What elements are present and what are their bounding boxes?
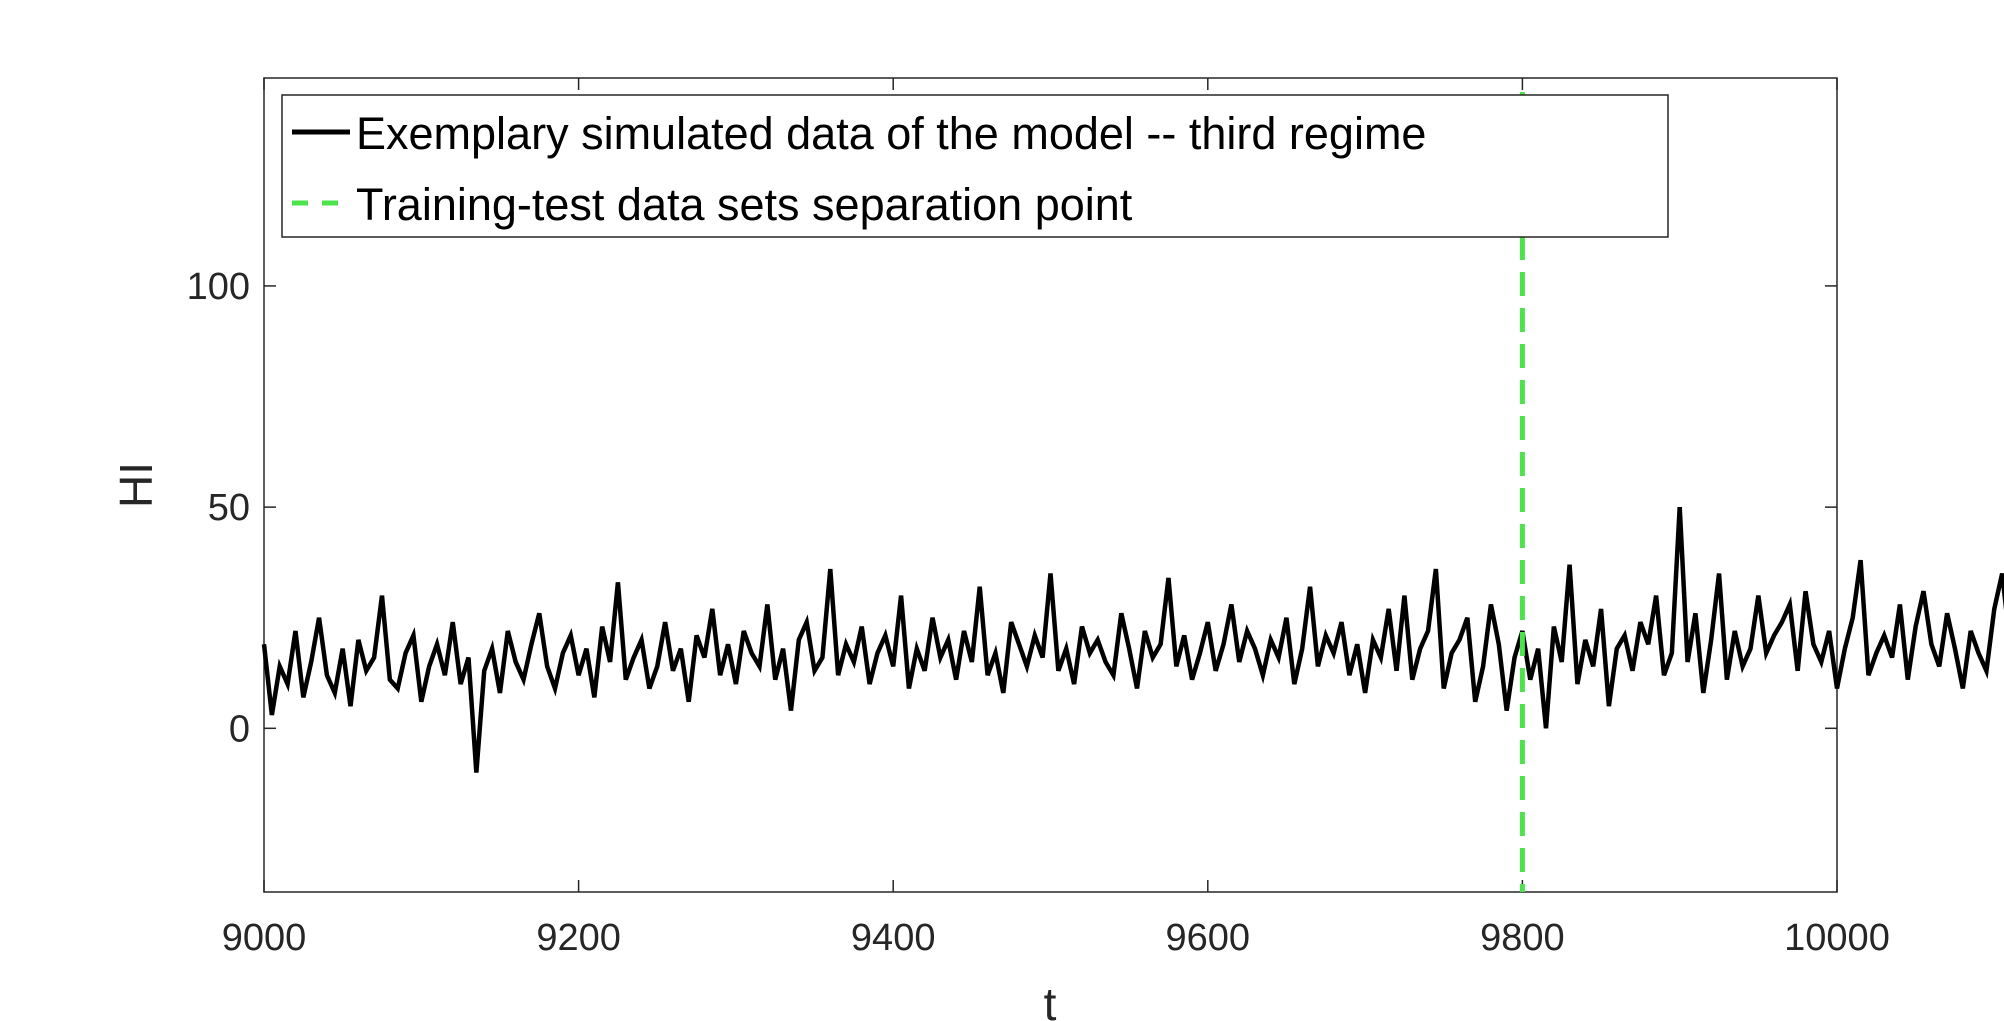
x-tick-label: 10000 <box>1784 917 1890 959</box>
legend-box <box>281 94 1669 238</box>
y-tick-label: 0 <box>229 708 250 750</box>
series-layer <box>261 92 2004 892</box>
axis-ticks: 9000 9200 9400 9600 9800 10000 0 50 100 <box>187 78 1890 959</box>
y-tick-label: 100 <box>187 266 250 308</box>
x-tick-label: 9400 <box>851 917 936 959</box>
x-tick-label: 9600 <box>1166 917 1251 959</box>
series-line-simulated-data <box>261 506 2004 773</box>
x-axis-label: t <box>1044 978 1057 1021</box>
legend: Exemplary simulated data of the model --… <box>281 94 1669 238</box>
legend-label-separation-point: Training-test data sets separation point <box>356 179 1133 230</box>
y-tick-label: 50 <box>208 487 250 529</box>
x-tick-label: 9200 <box>536 917 621 959</box>
y-axis-label: HI <box>110 462 162 508</box>
x-tick-label: 9800 <box>1480 917 1565 959</box>
legend-label-simulated-data: Exemplary simulated data of the model --… <box>356 108 1426 159</box>
x-tick-label: 9000 <box>222 917 307 959</box>
